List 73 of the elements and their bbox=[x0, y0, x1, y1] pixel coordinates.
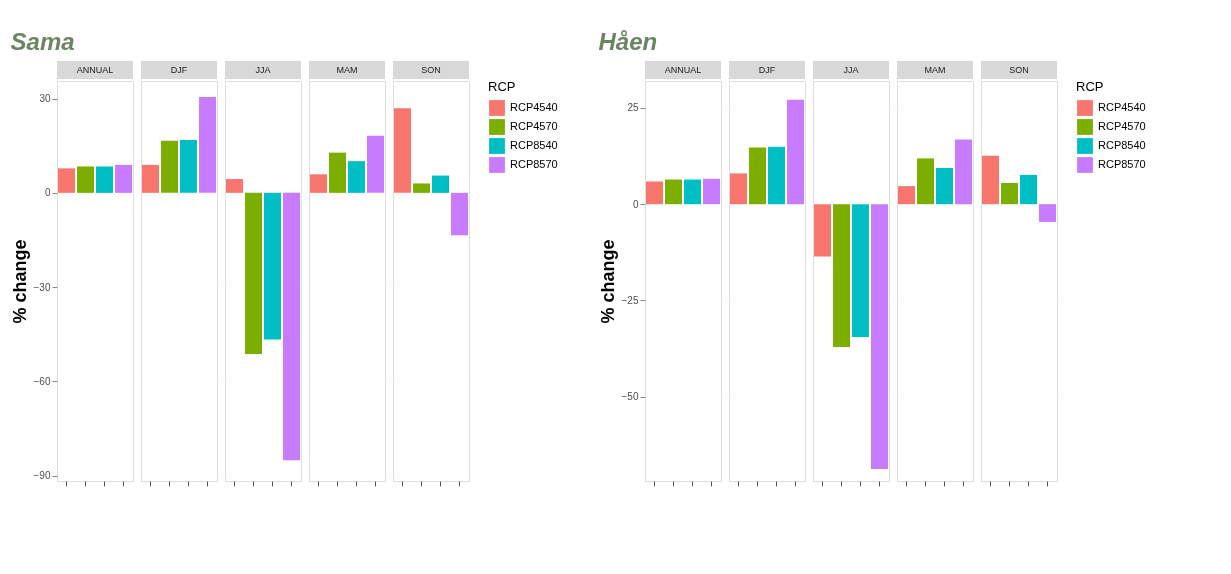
bar bbox=[814, 204, 831, 257]
legend-label: RCP8540 bbox=[1098, 139, 1146, 151]
chart-title: Sama bbox=[10, 27, 75, 55]
legend-label: RCP4540 bbox=[1098, 101, 1146, 113]
bar bbox=[936, 168, 953, 205]
legend-label: RCP8540 bbox=[510, 139, 558, 151]
category-label: DJF bbox=[758, 65, 776, 75]
bar bbox=[180, 140, 197, 193]
legend-label: RCP4540 bbox=[510, 101, 558, 113]
category-label: ANNUAL bbox=[76, 65, 114, 75]
bar bbox=[787, 99, 804, 205]
bar bbox=[898, 186, 915, 205]
y-tick-label: 0 bbox=[44, 187, 51, 199]
bar bbox=[451, 192, 468, 236]
bar bbox=[348, 161, 365, 193]
bar bbox=[142, 164, 159, 193]
bar bbox=[264, 192, 281, 340]
bar bbox=[58, 168, 75, 193]
bar bbox=[1020, 174, 1037, 205]
bar bbox=[1001, 183, 1018, 205]
y-axis-title: % change bbox=[597, 239, 618, 324]
bar bbox=[684, 179, 701, 205]
bar bbox=[283, 192, 300, 461]
legend-title: RCP bbox=[1076, 79, 1104, 94]
bar bbox=[730, 173, 747, 205]
legend-title: RCP bbox=[488, 79, 516, 94]
category-label: DJF bbox=[170, 65, 188, 75]
category-label: SON bbox=[1009, 65, 1029, 75]
y-tick-label: −90 bbox=[33, 470, 51, 482]
bar bbox=[96, 166, 113, 193]
chart-title: Håen bbox=[598, 27, 658, 55]
bar bbox=[115, 164, 132, 193]
bar bbox=[199, 97, 216, 193]
bar bbox=[310, 174, 327, 193]
bar bbox=[871, 204, 888, 470]
legend-label: RCP4570 bbox=[510, 120, 558, 132]
y-tick-label: 30 bbox=[39, 93, 51, 105]
y-tick-label: 25 bbox=[627, 102, 639, 114]
bar bbox=[245, 192, 262, 355]
bar bbox=[749, 147, 766, 205]
bar bbox=[77, 166, 94, 193]
bar bbox=[413, 183, 430, 193]
legend-label: RCP4570 bbox=[1098, 120, 1146, 132]
category-label: JJA bbox=[843, 65, 859, 75]
bar bbox=[703, 178, 720, 205]
bar bbox=[852, 204, 869, 338]
legend-label: RCP8570 bbox=[1098, 158, 1146, 170]
legend-label: RCP8570 bbox=[510, 158, 558, 170]
category-label: MAM bbox=[336, 65, 358, 75]
bar bbox=[982, 155, 999, 205]
bar bbox=[432, 175, 449, 193]
bar bbox=[329, 152, 346, 193]
category-label: JJA bbox=[255, 65, 271, 75]
bar bbox=[646, 181, 663, 205]
bar bbox=[665, 179, 682, 205]
y-tick-label: −50 bbox=[621, 391, 639, 403]
bar bbox=[1039, 204, 1056, 222]
y-axis-title: % change bbox=[9, 239, 30, 324]
y-tick-label: −60 bbox=[33, 375, 51, 387]
bar bbox=[161, 140, 178, 193]
bar bbox=[768, 146, 785, 205]
bar bbox=[394, 108, 411, 193]
category-label: SON bbox=[421, 65, 441, 75]
category-label: MAM bbox=[924, 65, 946, 75]
bar bbox=[833, 204, 850, 348]
bar bbox=[917, 158, 934, 205]
y-tick-label: 0 bbox=[632, 198, 639, 210]
bar bbox=[367, 135, 384, 193]
y-tick-label: −30 bbox=[33, 281, 51, 293]
category-label: ANNUAL bbox=[664, 65, 702, 75]
bar bbox=[955, 139, 972, 205]
y-tick-label: −25 bbox=[621, 294, 639, 306]
bar bbox=[226, 179, 243, 193]
